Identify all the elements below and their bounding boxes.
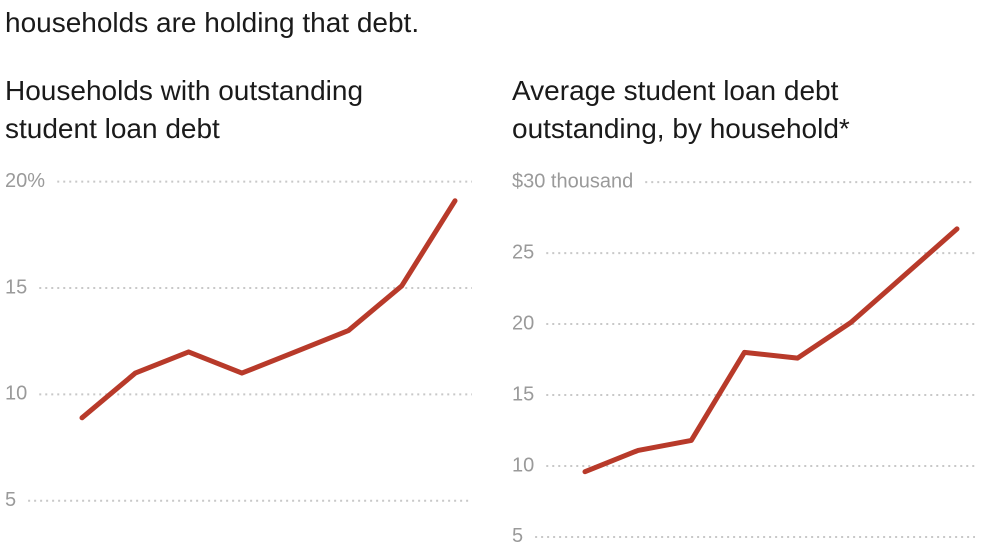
y-tick-label: 15 <box>5 276 27 298</box>
intro-text: households are holding that debt. <box>5 7 419 38</box>
y-tick-label: 15 <box>512 383 534 405</box>
chart-title: Average student loan debt <box>512 75 839 106</box>
data-line <box>582 226 960 475</box>
chart-title: outstanding, by household* <box>512 113 850 144</box>
y-tick-label: 5 <box>512 525 523 547</box>
chart-title: student loan debt <box>5 113 220 144</box>
y-tick-label: 10 <box>512 454 534 476</box>
y-tick-label: 20% <box>5 170 45 192</box>
data-line <box>79 198 458 421</box>
y-tick-label: 10 <box>5 383 27 405</box>
y-tick-label: 25 <box>512 241 534 263</box>
chart-title: Households with outstanding <box>5 75 363 106</box>
y-tick-label: 20 <box>512 312 534 334</box>
y-tick-label: $30 thousand <box>512 170 633 192</box>
y-tick-label: 5 <box>5 489 16 511</box>
